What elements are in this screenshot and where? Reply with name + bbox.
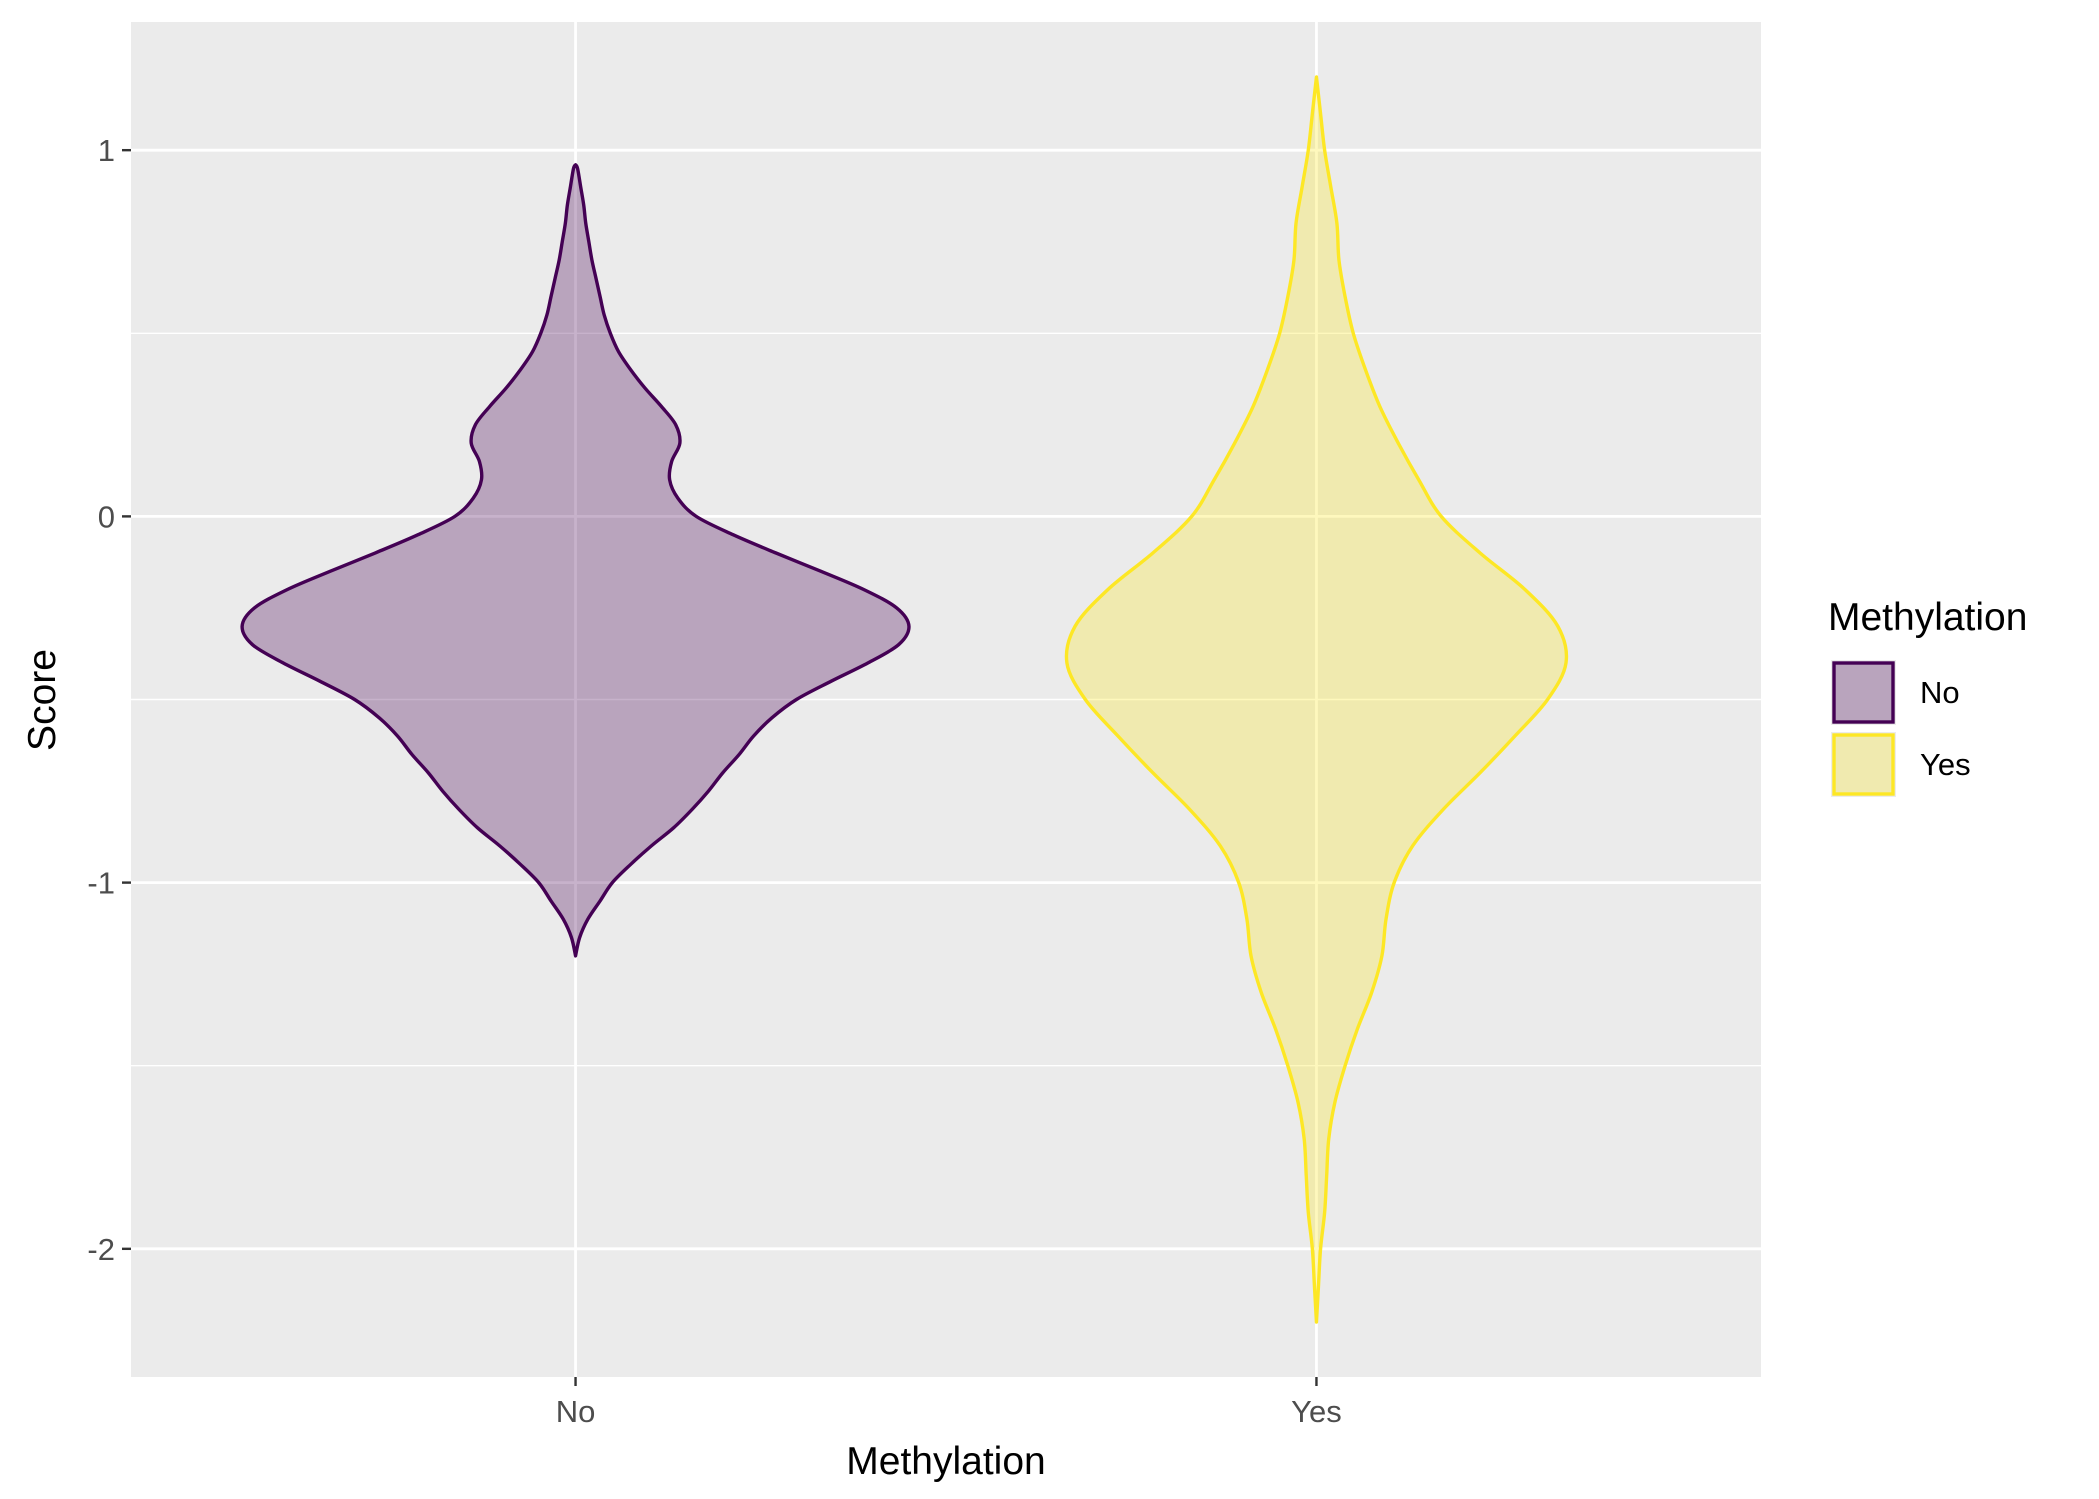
- x-tick-label: No: [556, 1394, 596, 1429]
- major-gridlines: [131, 22, 1761, 1377]
- y-tick-label: 0: [98, 499, 115, 534]
- legend-label-no: No: [1920, 675, 1960, 710]
- legend-key-background: [1831, 732, 1896, 797]
- violins: [240, 75, 1569, 1324]
- legend-swatch-no: [1832, 661, 1895, 724]
- y-tick-label: -1: [87, 866, 115, 901]
- legend-label-yes: Yes: [1920, 747, 1971, 782]
- y-tick-label: 1: [98, 133, 115, 168]
- x-axis: No Yes: [556, 1377, 1342, 1429]
- y-axis-title: Score: [21, 649, 64, 751]
- violin-yes: [1064, 75, 1569, 1324]
- legend-title: Methylation: [1828, 596, 2027, 639]
- x-tick-label: Yes: [1291, 1394, 1342, 1429]
- legend-key-background: [1831, 660, 1896, 725]
- y-axis: -2 -1 0 1: [87, 133, 131, 1267]
- minor-gridlines: [131, 332, 1761, 1067]
- y-tick-label: -2: [87, 1232, 115, 1267]
- legend-swatch-yes: [1832, 733, 1895, 796]
- x-axis-title: Methylation: [846, 1440, 1045, 1483]
- violin-no: [240, 163, 911, 958]
- legend: Methylation No Yes: [1828, 596, 2027, 797]
